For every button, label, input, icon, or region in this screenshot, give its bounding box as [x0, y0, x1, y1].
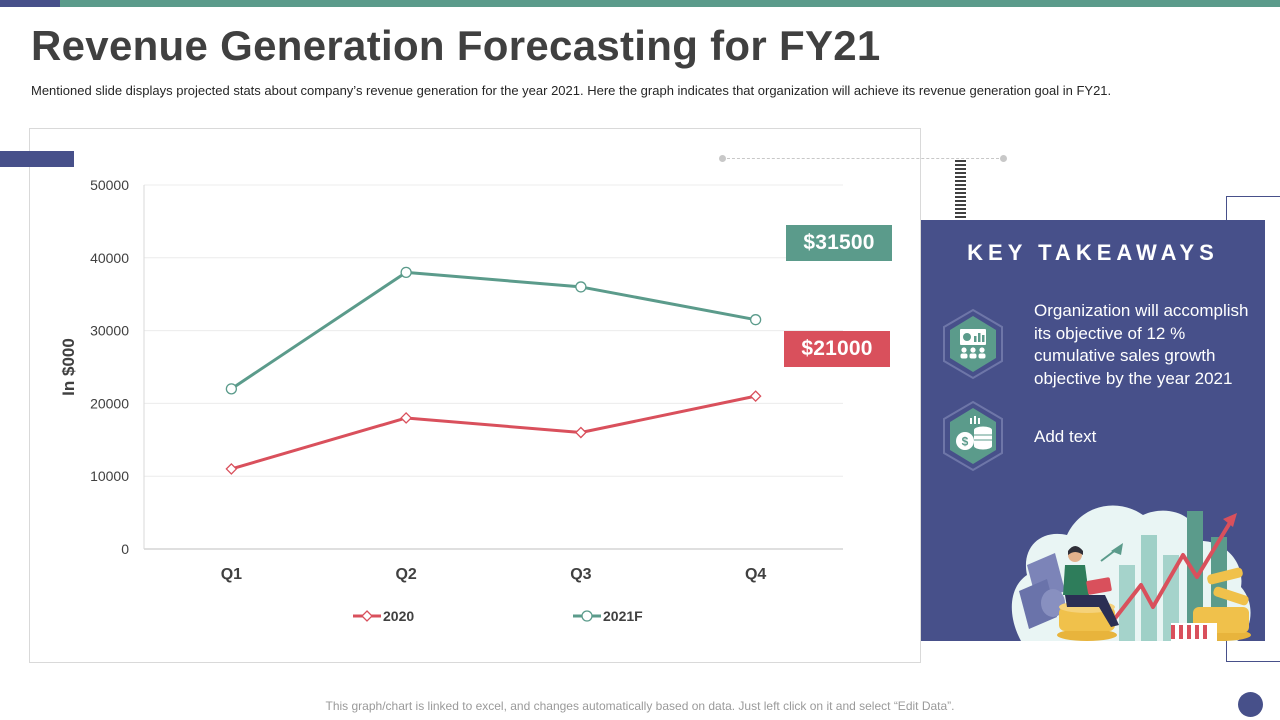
y-axis-title: In $000 — [59, 338, 78, 396]
top-accent-bar — [0, 0, 1280, 7]
data-point-2021F — [575, 281, 587, 293]
footer-note: This graph/chart is linked to excel, and… — [325, 699, 955, 713]
coins-icon: $ — [943, 400, 1003, 472]
takeaway-text-2: Add text — [1034, 427, 1097, 446]
legend-marker-2020 — [361, 610, 373, 622]
x-tick-label: Q4 — [745, 566, 766, 583]
decorative-dot — [719, 155, 726, 162]
y-tick-label: 20000 — [90, 395, 129, 411]
data-point-2021F — [749, 314, 762, 326]
page-indicator — [1238, 692, 1263, 717]
y-tick-label: 40000 — [90, 250, 129, 266]
actual-value-badge: $21000 — [784, 331, 890, 367]
y-tick-label: 30000 — [90, 323, 129, 339]
x-tick-label: Q2 — [395, 566, 416, 583]
top-accent-bar-dark — [0, 0, 60, 7]
decorative-pin — [955, 160, 966, 220]
data-point-2020 — [749, 390, 762, 403]
data-point-2020 — [225, 463, 238, 475]
data-point-2021F — [400, 266, 412, 279]
key-takeaways-title: KEY TAKEAWAYS — [967, 240, 1219, 265]
legend-label: 2020 — [383, 608, 414, 624]
series-line-2020 — [230, 394, 756, 471]
y-tick-label: 10000 — [90, 468, 129, 484]
x-tick-label: Q3 — [570, 566, 591, 583]
forecast-value-badge: $31500 — [786, 225, 892, 261]
takeaway-text-1: Organization will accomplish its objecti… — [1034, 301, 1249, 388]
y-tick-label: 0 — [121, 541, 129, 557]
data-point-2020 — [574, 426, 587, 439]
decorative-dot — [1000, 155, 1007, 162]
data-point-2021F — [225, 383, 238, 395]
y-tick-label: 50000 — [90, 177, 129, 193]
key-takeaways-panel: KEY TAKEAWAYS Organization will accompli… — [921, 220, 1265, 641]
accent-tab — [0, 151, 74, 167]
growth-illustration — [1011, 505, 1251, 641]
legend-marker-2021F — [581, 610, 593, 622]
line-chart[interactable]: 0 10000 20000 30000 40000 50000 In $000 Q1 Q2 Q3 Q… — [30, 129, 922, 664]
svg-text:$: $ — [962, 435, 969, 449]
data-point-2020 — [400, 412, 413, 424]
page-subtitle: Mentioned slide displays projected stats… — [31, 83, 1112, 98]
decorative-dashed-line — [722, 158, 1004, 159]
chart-frame[interactable]: 0 10000 20000 30000 40000 50000 In $000 Q1 Q2 Q3 Q… — [29, 128, 921, 663]
page-title: Revenue Generation Forecasting for FY21 — [31, 22, 881, 69]
presentation-icon — [943, 308, 1003, 380]
legend-label: 2021F — [603, 608, 643, 624]
x-tick-label: Q1 — [221, 566, 242, 583]
series-line-2021F — [230, 270, 756, 391]
